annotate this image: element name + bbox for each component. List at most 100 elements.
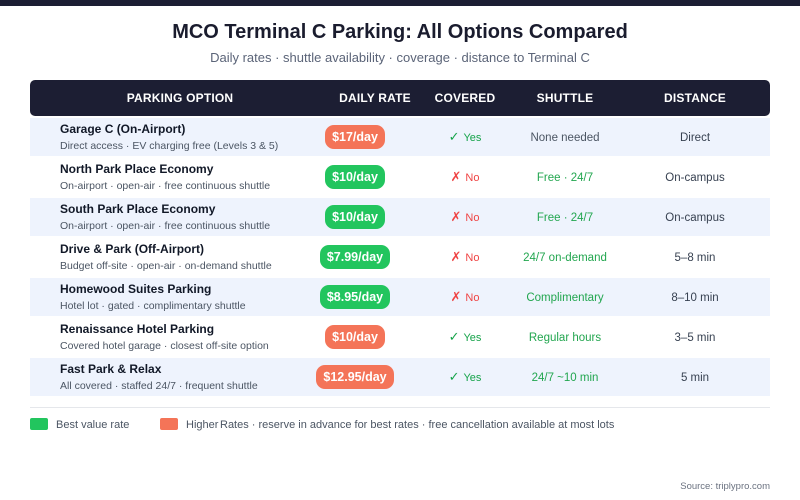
parking-option-cell: Fast Park & Relax All covered · staffed 2… [30, 362, 290, 393]
parking-option-description: Hotel lot · gated · complimentary shuttl… [60, 299, 246, 312]
parking-option-cell: North Park Place Economy On-airport · ope… [30, 162, 290, 193]
check-icon: ✓ [448, 369, 460, 384]
distance-cell: On-campus [620, 168, 770, 186]
parking-option-description: Direct access · EV charging free (Levels… [60, 139, 279, 152]
cross-icon: ✗ [450, 249, 462, 264]
distance-cell: 3–5 min [620, 328, 770, 346]
covered-cell: ✗ No [420, 248, 510, 266]
legend-note: Rates · reserve in advance for best rate… [220, 419, 615, 431]
covered-label: No [465, 212, 480, 224]
shuttle-cell: Complimentary [510, 288, 620, 306]
shuttle-info: Regular hours [528, 332, 602, 344]
parking-option-name: Homewood Suites Parking [60, 281, 212, 296]
covered-status: ✗ No [450, 169, 480, 184]
shuttle-cell: Regular hours [510, 328, 620, 346]
parking-option-description: On-airport · open-air · free continuous … [60, 219, 271, 232]
covered-status: ✗ No [450, 249, 480, 264]
daily-rate-cell: $7.99/day [290, 245, 420, 269]
parking-option-description: All covered · staffed 24/7 · frequent sh… [60, 379, 258, 392]
covered-cell: ✓ Yes [420, 328, 510, 346]
covered-label: No [465, 292, 480, 304]
covered-cell: ✗ No [420, 208, 510, 226]
parking-comparison-table: PARKING OPTION DAILY RATE COVERED SHUTTL… [30, 80, 770, 396]
covered-status: ✗ No [450, 209, 480, 224]
daily-rate-cell: $17/day [290, 125, 420, 149]
distance-value: Direct [679, 132, 711, 144]
parking-option-cell: Renaissance Hotel Parking Covered hotel g… [30, 322, 290, 353]
table-row: South Park Place Economy On-airport · ope… [30, 198, 770, 236]
daily-rate-cell: $10/day [290, 325, 420, 349]
check-icon: ✓ [448, 129, 460, 144]
shuttle-cell: Free · 24/7 [510, 208, 620, 226]
parking-option-cell: Garage C (On-Airport) Direct access · EV … [30, 122, 290, 153]
shuttle-info: 24/7 on-demand [523, 252, 607, 264]
distance-value: On-campus [665, 172, 725, 184]
shuttle-info: Free · 24/7 [536, 212, 594, 224]
parking-option-name: Fast Park & Relax [60, 361, 162, 376]
legend: Best value rate Higher Rates · reserve i… [30, 418, 770, 432]
distance-cell: Direct [620, 128, 770, 146]
parking-option-cell: Homewood Suites Parking Hotel lot · gated… [30, 282, 290, 313]
daily-rate-badge: $7.99/day [319, 245, 391, 269]
daily-rate-badge: $10/day [325, 165, 385, 189]
covered-label: Yes [463, 332, 482, 344]
covered-status: ✓ Yes [448, 369, 482, 384]
page-title: MCO Terminal C Parking: All Options Comp… [172, 21, 628, 43]
legend-label-best-value: Best value rate [56, 419, 130, 431]
column-header-parking-option: PARKING OPTION [126, 91, 234, 105]
parking-option-cell: Drive & Park (Off-Airport) Budget off-sit… [30, 242, 290, 273]
column-header-distance: DISTANCE [663, 91, 727, 105]
parking-option-name: Renaissance Hotel Parking [60, 321, 215, 336]
distance-cell: 8–10 min [620, 288, 770, 306]
shuttle-cell: Free · 24/7 [510, 168, 620, 186]
distance-value: 3–5 min [674, 332, 716, 344]
parking-option-name: Garage C (On-Airport) [60, 121, 186, 136]
daily-rate-cell: $10/day [290, 205, 420, 229]
page-subtitle: Daily rates · shuttle availability · cov… [210, 50, 590, 65]
cross-icon: ✗ [450, 169, 462, 184]
table-row: Garage C (On-Airport) Direct access · EV … [30, 118, 770, 156]
source-credit: Source: triplypro.com [680, 481, 770, 492]
parking-option-description: On-airport · open-air · free continuous … [60, 179, 271, 192]
daily-rate-cell: $12.95/day [290, 365, 420, 389]
covered-cell: ✓ Yes [420, 368, 510, 386]
cross-icon: ✗ [450, 209, 462, 224]
distance-value: 5 min [680, 372, 710, 384]
distance-value: 8–10 min [671, 292, 719, 304]
check-icon: ✓ [448, 329, 460, 344]
legend-swatch-best-value [30, 418, 48, 430]
column-header-shuttle: SHUTTLE [536, 91, 594, 105]
parking-option-description: Covered hotel garage · closest off-site … [60, 339, 269, 352]
daily-rate-badge: $17/day [325, 125, 385, 149]
shuttle-cell: 24/7 ~10 min [510, 368, 620, 386]
shuttle-info: Free · 24/7 [536, 172, 594, 184]
distance-cell: 5–8 min [620, 248, 770, 266]
table-row: Drive & Park (Off-Airport) Budget off-sit… [30, 238, 770, 276]
cross-icon: ✗ [450, 289, 462, 304]
table-row: Fast Park & Relax All covered · staffed 2… [30, 358, 770, 396]
parking-option-description: Budget off-site · open-air · on-demand s… [60, 259, 272, 272]
parking-option-cell: South Park Place Economy On-airport · ope… [30, 202, 290, 233]
covered-status: ✓ Yes [448, 129, 482, 144]
daily-rate-badge: $10/day [325, 205, 385, 229]
table-header: PARKING OPTION DAILY RATE COVERED SHUTTL… [30, 80, 770, 116]
daily-rate-cell: $8.95/day [290, 285, 420, 309]
covered-cell: ✓ Yes [420, 128, 510, 146]
distance-cell: 5 min [620, 368, 770, 386]
table-row: North Park Place Economy On-airport · ope… [30, 158, 770, 196]
column-header-covered: COVERED [434, 91, 496, 105]
parking-option-name: South Park Place Economy [60, 201, 216, 216]
covered-label: Yes [463, 132, 482, 144]
covered-cell: ✗ No [420, 168, 510, 186]
shuttle-info: Complimentary [526, 292, 604, 304]
top-accent-bar [0, 0, 800, 6]
covered-cell: ✗ No [420, 288, 510, 306]
table-row: Homewood Suites Parking Hotel lot · gated… [30, 278, 770, 316]
parking-option-name: North Park Place Economy [60, 161, 214, 176]
table-body: Garage C (On-Airport) Direct access · EV … [30, 118, 770, 396]
covered-label: Yes [463, 372, 482, 384]
shuttle-cell: None needed [510, 128, 620, 146]
legend-divider [30, 407, 770, 408]
table-row: Renaissance Hotel Parking Covered hotel g… [30, 318, 770, 356]
covered-status: ✓ Yes [448, 329, 482, 344]
